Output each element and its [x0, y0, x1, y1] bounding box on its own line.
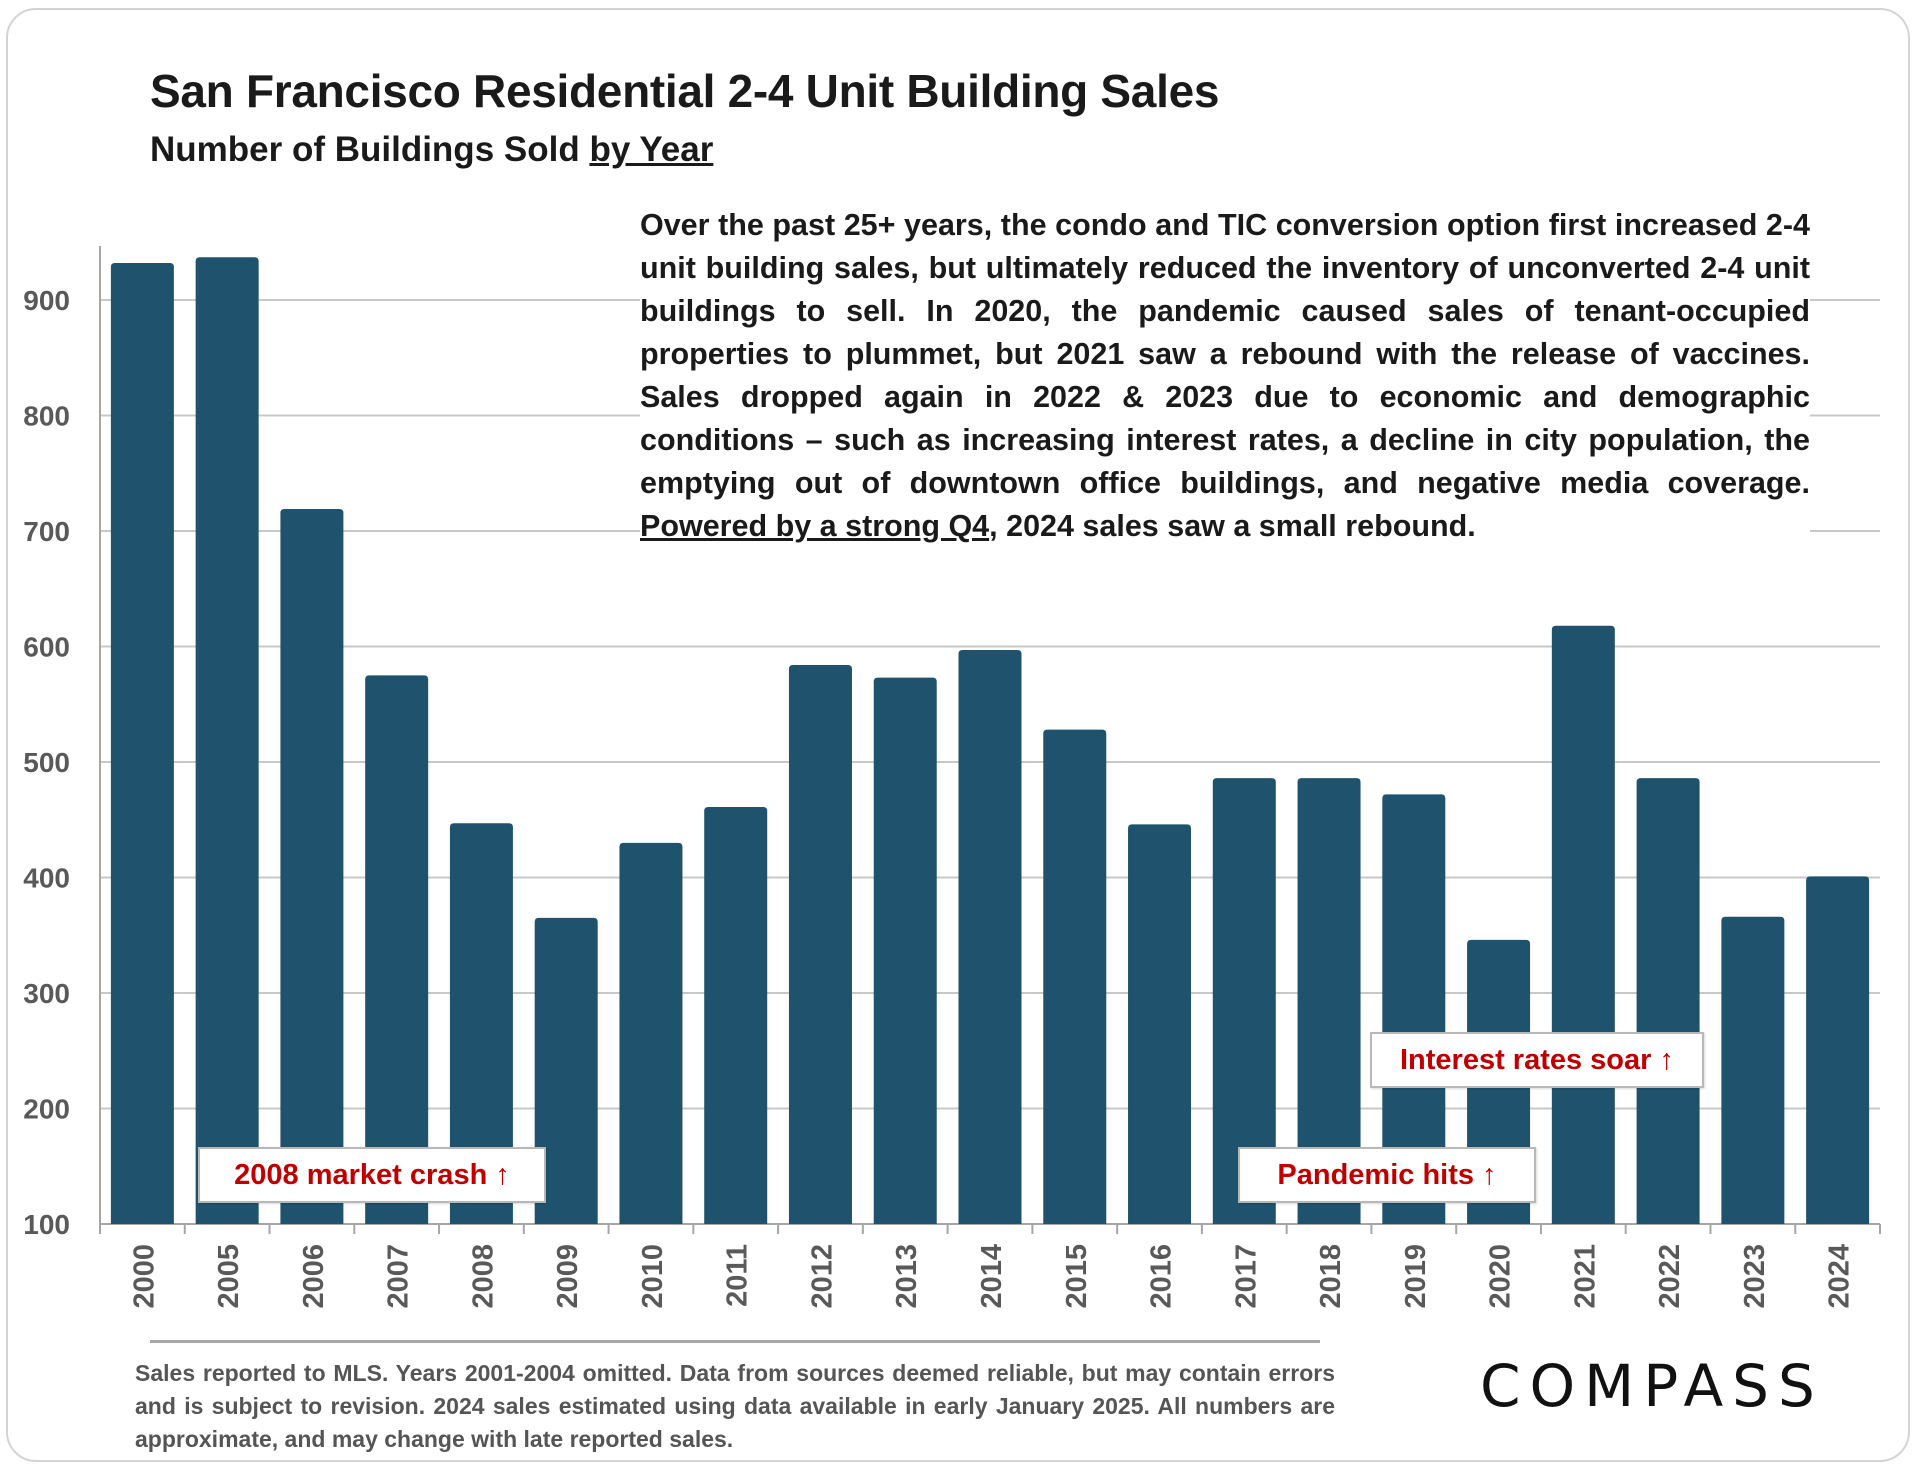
- x-tick-label: 2008: [467, 1244, 499, 1309]
- bar: [704, 807, 768, 1224]
- footer-note: Sales reported to MLS. Years 2001-2004 o…: [135, 1360, 1335, 1452]
- bar: [110, 263, 174, 1224]
- bar: [1128, 824, 1192, 1224]
- x-tick-label: 2021: [1569, 1244, 1601, 1309]
- x-tick-label: 2000: [128, 1244, 160, 1309]
- x-tick-label: 2005: [213, 1244, 245, 1309]
- x-tick-label: 2019: [1400, 1244, 1432, 1309]
- bar: [1382, 794, 1446, 1224]
- bar: [873, 677, 937, 1224]
- y-tick-label: 500: [23, 747, 70, 778]
- callout-pandemic: Pandemic hits ↑: [1238, 1147, 1536, 1203]
- y-tick-label: 700: [23, 516, 70, 547]
- x-tick-label: 2007: [383, 1244, 415, 1309]
- x-tick-label: 2013: [891, 1244, 923, 1309]
- chart-frame: [6, 8, 1910, 1462]
- callout-interest-rates: Interest rates soar ↑: [1370, 1032, 1704, 1088]
- bar: [449, 823, 513, 1224]
- bar: [1297, 778, 1361, 1224]
- x-tick-label: 2017: [1230, 1244, 1262, 1309]
- callout-market-crash: 2008 market crash ↑: [198, 1147, 546, 1203]
- bar: [1043, 729, 1107, 1224]
- y-tick-label: 100: [23, 1209, 70, 1240]
- y-tick-label: 300: [23, 978, 70, 1009]
- x-tick-label: 2006: [298, 1244, 330, 1309]
- footer-divider: [150, 1340, 1320, 1343]
- y-tick-label: 200: [23, 1094, 70, 1125]
- y-tick-label: 400: [23, 863, 70, 894]
- chart-title: San Francisco Residential 2-4 Unit Build…: [150, 65, 1220, 117]
- x-tick-label: 2012: [806, 1244, 838, 1309]
- subtitle-underlined: by Year: [589, 130, 714, 169]
- bar: [788, 664, 852, 1224]
- bar: [280, 509, 344, 1224]
- description-part2: , 2024 sales saw a small rebound.: [989, 509, 1476, 543]
- x-tick-label: 2011: [722, 1244, 754, 1307]
- x-tick-label: 2022: [1654, 1244, 1686, 1309]
- chart-subtitle: Number of Buildings Sold by Year: [150, 130, 713, 170]
- x-tick-label: 2016: [1146, 1244, 1178, 1309]
- bar: [365, 675, 429, 1224]
- bar: [958, 649, 1022, 1224]
- bar: [619, 842, 683, 1224]
- x-tick-label: 2020: [1485, 1244, 1517, 1309]
- x-tick-label: 2023: [1739, 1244, 1771, 1309]
- bar: [534, 917, 598, 1224]
- bar: [1636, 778, 1700, 1224]
- description-underlined: Powered by a strong Q4: [640, 509, 990, 543]
- description-part1: Over the past 25+ years, the condo and T…: [640, 208, 1810, 500]
- x-tick-label: 2015: [1061, 1244, 1093, 1309]
- bar: [195, 257, 259, 1224]
- compass-logo: COMPASS: [1480, 1352, 1824, 1420]
- x-tick-label: 2024: [1824, 1244, 1856, 1309]
- x-tick-label: 2009: [552, 1244, 584, 1309]
- x-tick-label: 2014: [976, 1244, 1008, 1309]
- bar: [1212, 778, 1276, 1224]
- y-tick-label: 600: [23, 632, 70, 663]
- y-tick-label: 900: [23, 285, 70, 316]
- y-tick-label: 800: [23, 401, 70, 432]
- description-text: Over the past 25+ years, the condo and T…: [640, 200, 1810, 552]
- x-tick-label: 2010: [637, 1244, 669, 1309]
- bar: [1721, 916, 1785, 1224]
- x-tick-label: 2018: [1315, 1244, 1347, 1309]
- bar: [1551, 625, 1615, 1224]
- subtitle-prefix: Number of Buildings Sold: [150, 130, 590, 169]
- bar: [1806, 876, 1870, 1224]
